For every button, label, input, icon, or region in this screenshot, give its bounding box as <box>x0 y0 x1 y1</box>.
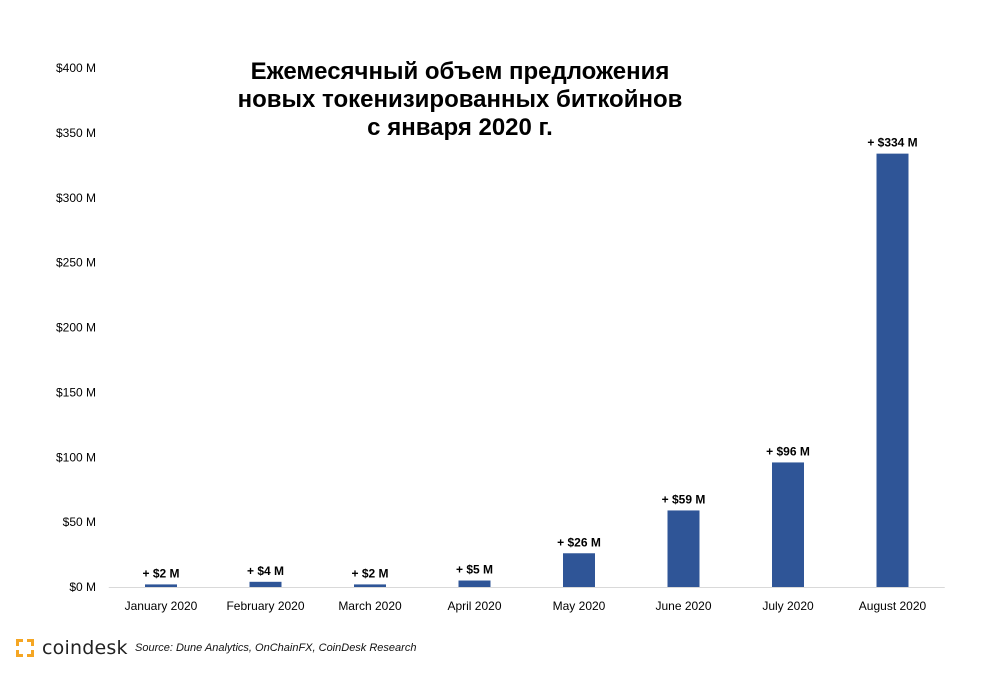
bar <box>458 580 491 587</box>
data-label: + $96 M <box>766 444 810 458</box>
data-label: + $4 M <box>247 564 284 578</box>
coindesk-logo-icon <box>16 639 34 657</box>
bar <box>249 581 282 587</box>
x-tick-label: February 2020 <box>226 599 304 613</box>
data-label: + $26 M <box>557 535 601 549</box>
x-tick-label: March 2020 <box>338 599 402 613</box>
y-tick-label: $300 M <box>56 191 96 205</box>
chart-title-line-1: Ежемесячный объем предложения <box>250 58 670 85</box>
x-tick-label: January 2020 <box>125 599 198 613</box>
x-axis: January 2020 February 2020 March 2020 April… <box>108 587 945 613</box>
y-tick-label: $50 M <box>63 515 96 529</box>
data-label: + $2 M <box>142 566 179 580</box>
y-tick-label: $200 M <box>56 321 96 335</box>
y-tick-label: $0 M <box>69 580 96 594</box>
data-label: + $59 M <box>662 492 706 506</box>
x-tick-label: July 2020 <box>762 599 814 613</box>
bars-group <box>145 153 909 587</box>
coindesk-logo: coindesk <box>14 636 128 660</box>
x-tick-label: August 2020 <box>859 599 927 613</box>
chart-title-line-2: новых токенизированных биткойнов <box>237 86 683 113</box>
x-tick-label: May 2020 <box>553 599 606 613</box>
y-tick-label: $350 M <box>56 126 96 140</box>
bar <box>667 510 700 587</box>
data-label: + $334 M <box>867 136 917 150</box>
y-tick-label: $100 M <box>56 450 96 464</box>
y-axis: $0 M $50 M $100 M $150 M $200 M $250 M $300 M $… <box>56 61 96 594</box>
x-tick-label: June 2020 <box>655 599 711 613</box>
data-label: + $2 M <box>351 566 388 580</box>
bar <box>563 553 595 587</box>
chart-title-line-3: с января 2020 г. <box>367 114 553 141</box>
bar <box>354 584 386 587</box>
y-tick-label: $150 M <box>56 385 96 399</box>
y-tick-label: $250 M <box>56 256 96 270</box>
bar <box>145 584 177 587</box>
data-label: + $5 M <box>456 563 493 577</box>
coindesk-logo-text: coindesk <box>42 637 128 659</box>
data-labels-group: + $2 M + $4 M + $2 M + $5 M + $26 M + $59 M + … <box>142 136 917 581</box>
source-note: Source: Dune Analytics, OnChainFX, CoinD… <box>135 642 417 654</box>
y-tick-label: $400 M <box>56 61 96 75</box>
bar <box>772 462 804 587</box>
bar <box>876 153 909 587</box>
x-tick-label: April 2020 <box>447 599 501 613</box>
